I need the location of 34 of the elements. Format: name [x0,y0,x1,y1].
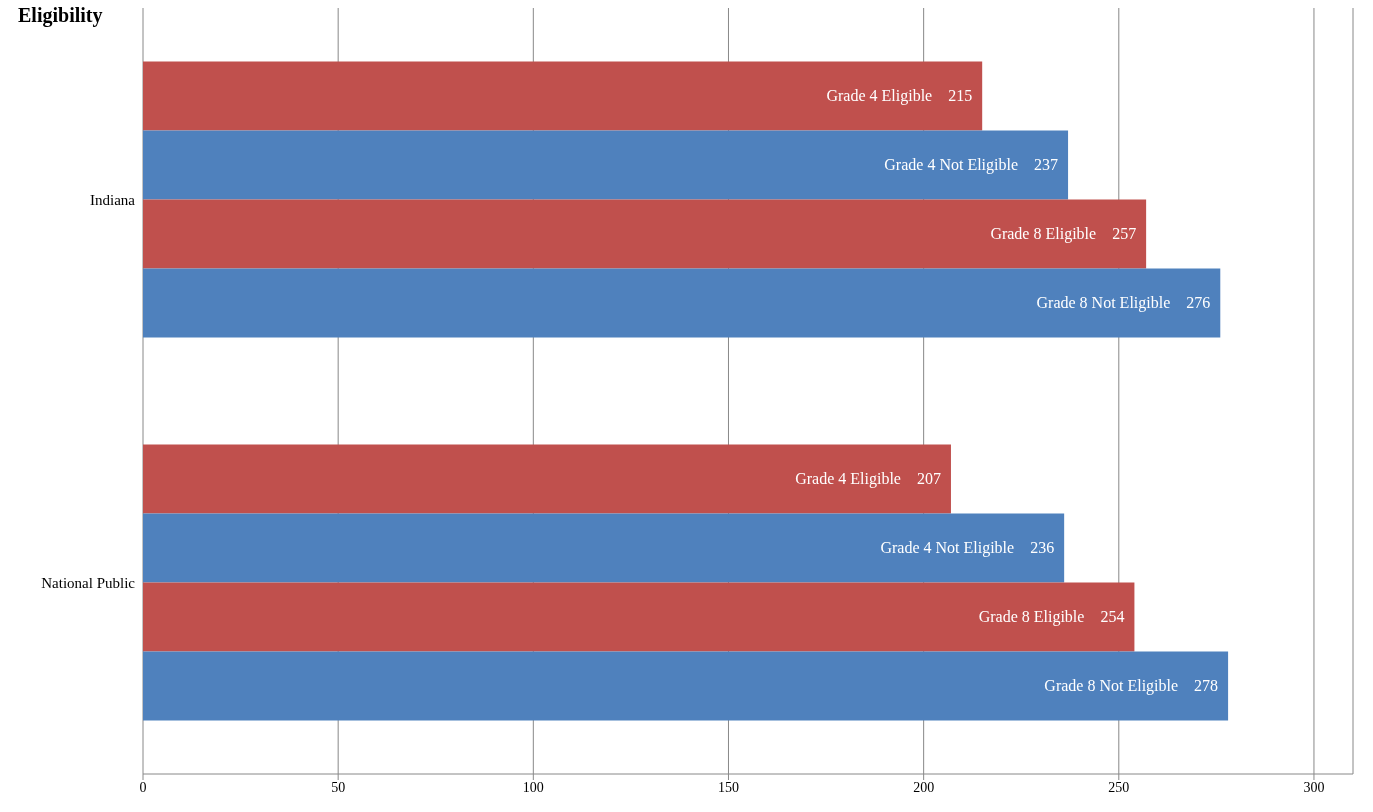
series-label: Grade 8 Not Eligible [1036,294,1171,313]
y-tick-label: National Public [41,574,136,591]
text: Grade 4 Eligible [826,87,933,105]
bar [143,582,1135,652]
text: Grade 8 Not Eligible [1044,677,1179,695]
series-label: Grade 4 Not Eligible [884,156,1019,175]
text: Grade 8 Eligible [978,608,1085,626]
x-tick-label: 150 [717,779,739,795]
x-tick-label: 300 [1303,779,1325,795]
bar [143,268,1221,338]
data-label: 257 [1112,225,1137,243]
data-label: 207 [916,470,941,488]
chart-title: Eligibility [18,4,103,27]
data-label: 276 [1186,294,1211,312]
x-tick-label: 0 [139,779,147,795]
data-label: 215 [948,87,973,105]
series-label: Grade 4 Eligible [795,470,901,489]
data-label: 237 [1034,156,1059,174]
data-label: 254 [1100,608,1125,626]
y-tick-label: Indiana [90,191,136,208]
x-tick-label: 50 [331,779,346,795]
bar [143,651,1229,721]
text: Grade 4 Not Eligible [880,539,1015,557]
bar [143,130,1069,200]
bar [143,444,951,514]
bar [143,61,983,131]
x-tick-label: 100 [522,779,544,795]
bar [143,513,1065,583]
series-label: Grade 8 Eligible [990,225,1097,244]
data-label: 278 [1194,677,1219,695]
x-tick-label: 250 [1108,779,1130,795]
bar [143,199,1147,269]
x-tick-label: 200 [913,779,935,795]
data-label: 236 [1030,539,1055,557]
